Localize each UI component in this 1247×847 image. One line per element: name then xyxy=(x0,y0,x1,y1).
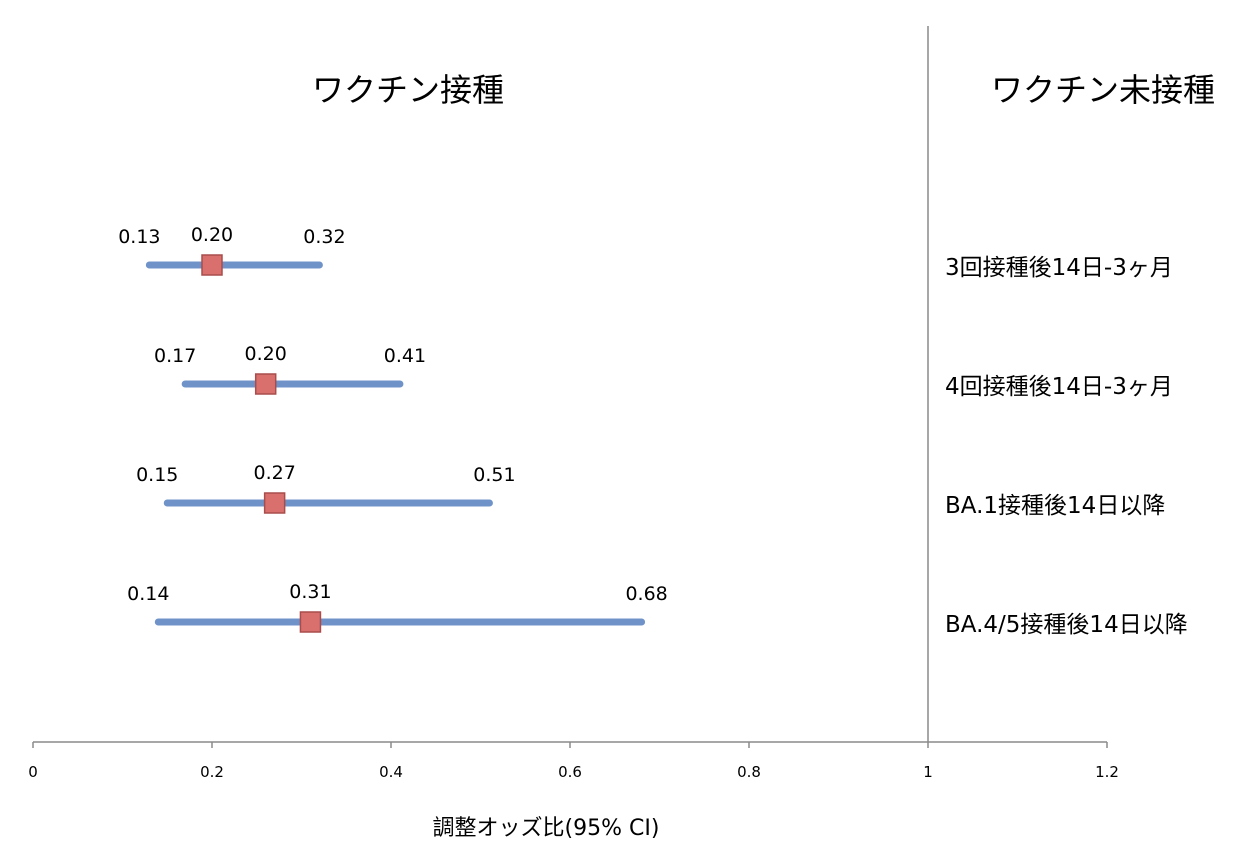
estimate-label: 0.20 xyxy=(245,343,287,365)
estimate-label: 0.31 xyxy=(289,581,331,603)
upper-ci-label: 0.51 xyxy=(473,464,515,486)
x-axis-label: 調整オッズ比(95% CI) xyxy=(433,816,660,841)
upper-ci-label: 0.41 xyxy=(384,345,426,367)
forest-row: 0.15 0.27 0.51 BA.1接種後14日以降 xyxy=(136,462,1165,519)
row-label: 3回接種後14日-3ヶ月 xyxy=(945,255,1173,281)
x-tick-label: 1.2 xyxy=(1095,763,1119,781)
x-tick-label: 1 xyxy=(923,763,933,781)
x-tick-label: 0 xyxy=(28,763,38,781)
vaccinated-title: ワクチン接種 xyxy=(312,71,504,109)
upper-ci-label: 0.32 xyxy=(303,226,345,248)
forest-row: 0.17 0.20 0.41 4回接種後14日-3ヶ月 xyxy=(154,343,1173,400)
row-label: BA.1接種後14日以降 xyxy=(945,493,1165,519)
estimate-label: 0.27 xyxy=(253,462,295,484)
estimate-marker xyxy=(201,254,223,276)
upper-ci-label: 0.68 xyxy=(625,583,667,605)
estimate-marker xyxy=(299,611,322,633)
x-tick-label: 0.8 xyxy=(737,763,761,781)
lower-ci-label: 0.14 xyxy=(127,583,169,605)
unvaccinated-title: ワクチン未接種 xyxy=(991,71,1215,109)
x-tick-label: 0.6 xyxy=(558,763,582,781)
x-tick-label: 0.4 xyxy=(379,763,403,781)
lower-ci-label: 0.13 xyxy=(118,226,160,248)
forest-rows: 0.13 0.20 0.32 3回接種後14日-3ヶ月 0.17 0.20 0.41 4回接種… xyxy=(118,224,1188,638)
x-axis-ticks: 0 0.2 0.4 0.6 0.8 1 1.2 xyxy=(28,742,1119,781)
estimate-marker xyxy=(254,373,277,395)
forest-row: 0.14 0.31 0.68 BA.4/5接種後14日以降 xyxy=(127,581,1188,638)
forest-row: 0.13 0.20 0.32 3回接種後14日-3ヶ月 xyxy=(118,224,1173,281)
row-label: BA.4/5接種後14日以降 xyxy=(945,612,1188,638)
x-tick-label: 0.2 xyxy=(200,763,224,781)
row-label: 4回接種後14日-3ヶ月 xyxy=(945,374,1173,400)
lower-ci-label: 0.15 xyxy=(136,464,178,486)
estimate-label: 0.20 xyxy=(191,224,233,246)
estimate-marker xyxy=(263,492,286,514)
lower-ci-label: 0.17 xyxy=(154,345,196,367)
